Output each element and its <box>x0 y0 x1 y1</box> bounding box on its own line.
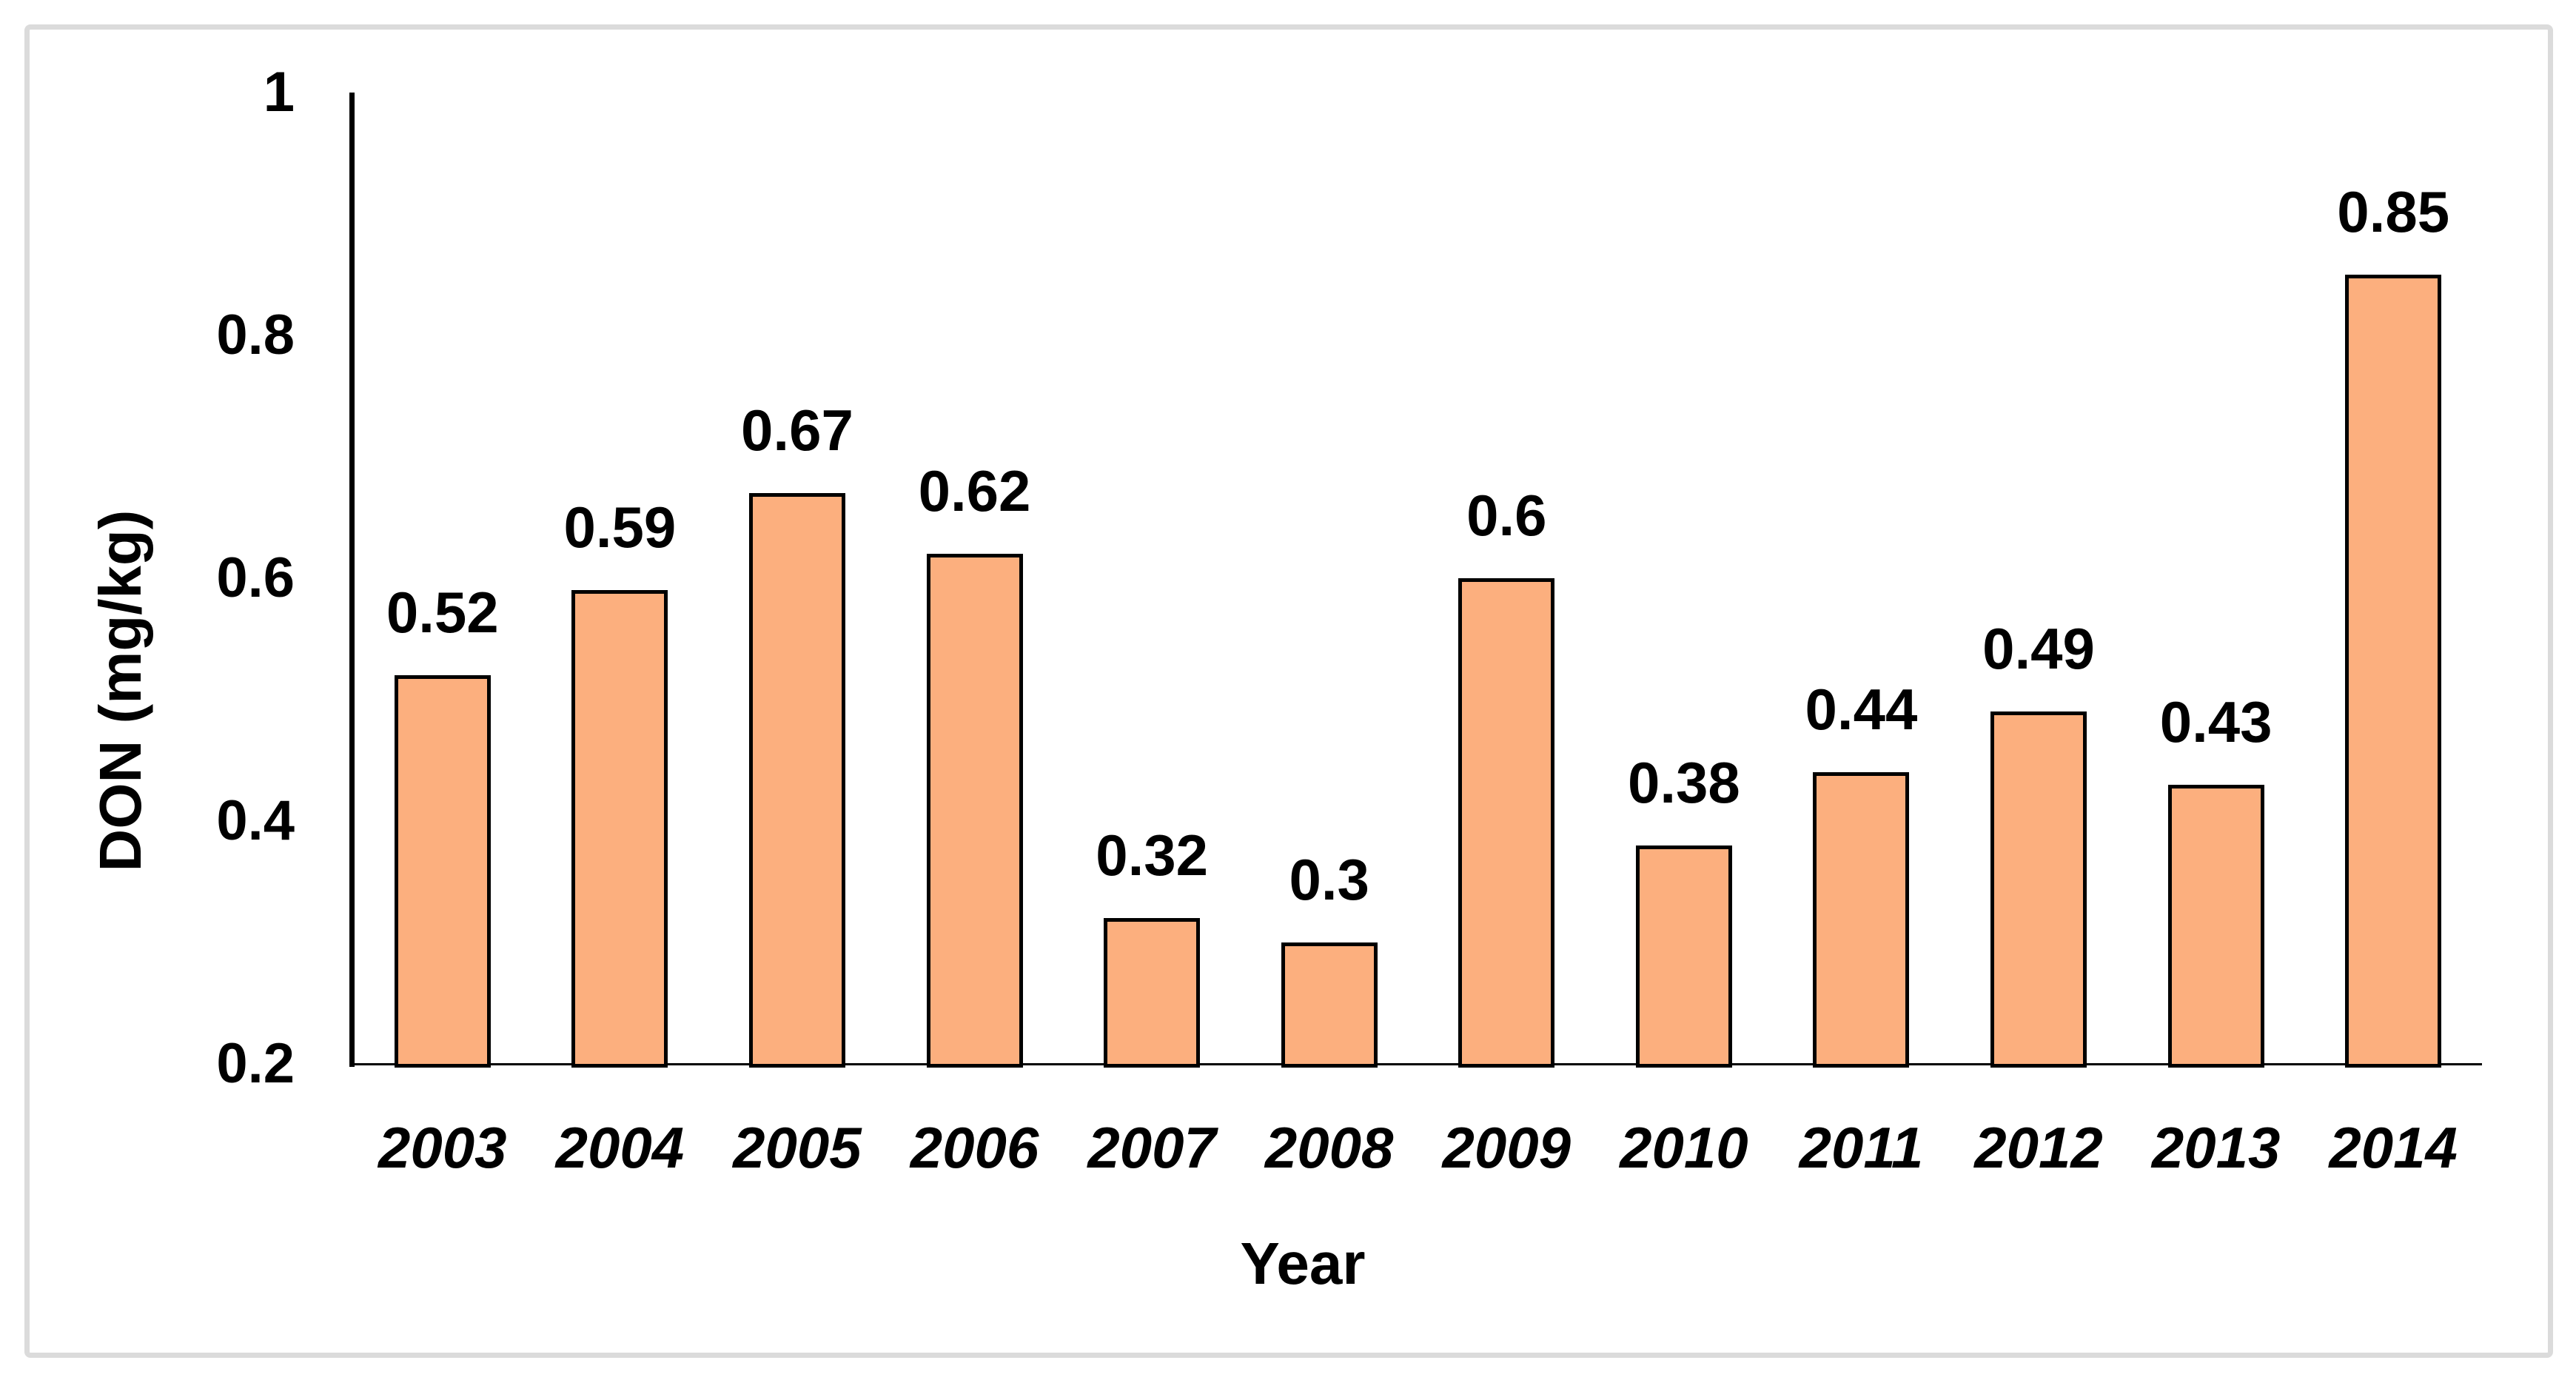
bar-value-label: 0.32 <box>1096 823 1209 888</box>
bar-value-label: 0.43 <box>2159 689 2273 754</box>
x-tick-label: 2014 <box>2329 1115 2458 1180</box>
x-tick-label: 2004 <box>555 1115 685 1180</box>
bar-value-label: 0.49 <box>1982 616 2095 682</box>
bar <box>1458 578 1555 1068</box>
chart-frame-border <box>24 24 2553 1358</box>
bar-value-label: 0.62 <box>918 458 1031 524</box>
bar <box>571 590 668 1068</box>
bar <box>1281 942 1378 1068</box>
bar-value-label: 0.85 <box>2337 179 2450 244</box>
x-axis-title: Year <box>1240 1230 1366 1296</box>
bar <box>748 493 845 1068</box>
bar <box>2167 784 2264 1068</box>
x-axis-line <box>354 1063 2482 1065</box>
bar-value-label: 0.59 <box>563 495 677 560</box>
x-tick-label: 2009 <box>1442 1115 1572 1180</box>
y-tick-label: 1 <box>263 61 295 124</box>
x-tick-label: 2011 <box>1799 1115 1924 1180</box>
bar-value-label: 0.44 <box>1805 677 1918 743</box>
x-tick-label: 2007 <box>1087 1115 1216 1180</box>
x-tick-label: 2013 <box>2151 1115 2281 1180</box>
bar-value-label: 0.67 <box>741 398 853 463</box>
bar <box>2345 275 2442 1068</box>
x-tick-label: 2006 <box>910 1115 1039 1180</box>
bar <box>394 675 491 1068</box>
x-tick-label: 2012 <box>1974 1115 2103 1180</box>
x-tick-label: 2003 <box>378 1115 507 1180</box>
bar <box>1813 772 1910 1068</box>
y-tick-label: 0.4 <box>216 789 295 852</box>
bar-value-label: 0.52 <box>386 580 499 646</box>
bar <box>1635 845 1732 1068</box>
bar <box>926 554 1023 1068</box>
y-tick-label: 0.6 <box>216 546 295 609</box>
bar <box>1990 711 2087 1068</box>
bar-value-label: 0.38 <box>1627 749 1740 815</box>
x-tick-label: 2005 <box>733 1115 862 1180</box>
y-axis-line <box>349 93 355 1067</box>
bar-value-label: 0.6 <box>1466 483 1547 548</box>
x-tick-label: 2008 <box>1264 1115 1394 1180</box>
x-tick-label: 2010 <box>1620 1115 1748 1180</box>
bar-value-label: 0.3 <box>1289 847 1369 912</box>
bar <box>1104 918 1201 1068</box>
y-tick-label: 0.8 <box>216 304 295 366</box>
y-tick-label: 0.2 <box>216 1032 295 1095</box>
